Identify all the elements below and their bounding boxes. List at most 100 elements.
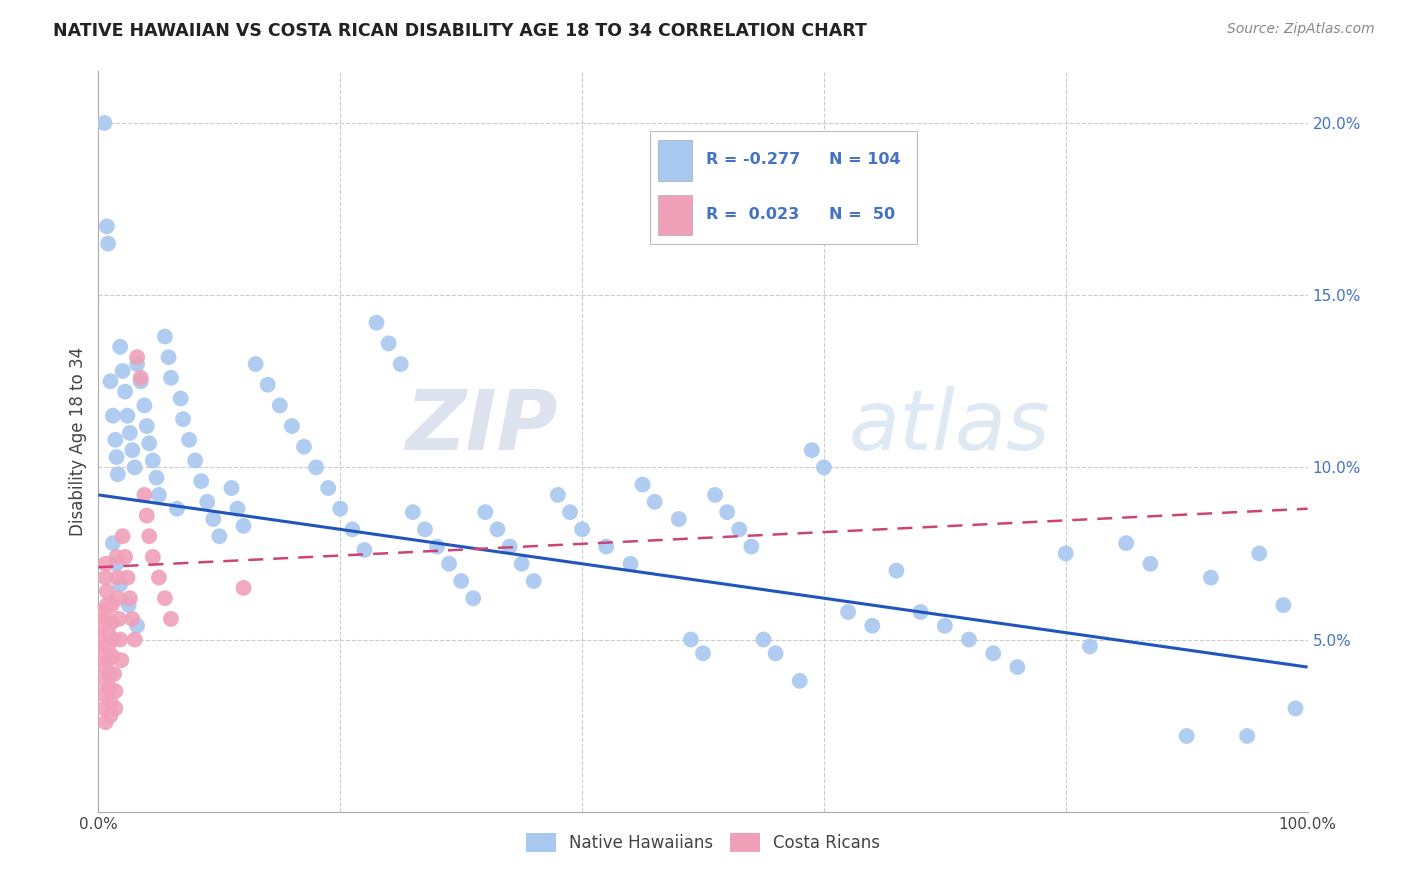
Native Hawaiians [226,501,249,516]
Native Hawaiians [668,512,690,526]
Text: ZIP: ZIP [405,386,558,467]
Costa Ricans [138,529,160,543]
Native Hawaiians [108,577,131,591]
Costa Ricans [103,667,125,681]
Costa Ricans [153,591,176,606]
Text: Source: ZipAtlas.com: Source: ZipAtlas.com [1227,22,1375,37]
Native Hawaiians [437,557,460,571]
Costa Ricans [104,684,127,698]
Native Hawaiians [837,605,859,619]
Native Hawaiians [402,505,425,519]
Costa Ricans [97,625,120,640]
Costa Ricans [124,632,146,647]
Native Hawaiians [692,646,714,660]
Costa Ricans [91,646,114,660]
Native Hawaiians [169,392,191,406]
Native Hawaiians [413,522,436,536]
Native Hawaiians [886,564,908,578]
Native Hawaiians [153,329,176,343]
Native Hawaiians [232,519,254,533]
Native Hawaiians [329,501,352,516]
Native Hawaiians [111,364,134,378]
Native Hawaiians [118,425,141,440]
Native Hawaiians [813,460,835,475]
Costa Ricans [101,649,124,664]
Native Hawaiians [117,409,139,423]
Native Hawaiians [1007,660,1029,674]
Native Hawaiians [124,460,146,475]
Native Hawaiians [353,543,375,558]
Native Hawaiians [101,536,124,550]
Native Hawaiians [547,488,569,502]
Native Hawaiians [118,598,141,612]
Text: R =  0.023: R = 0.023 [706,207,799,222]
Native Hawaiians [292,440,315,454]
Costa Ricans [121,612,143,626]
Native Hawaiians [498,540,520,554]
Costa Ricans [114,549,136,564]
Native Hawaiians [426,540,449,554]
Costa Ricans [100,598,122,612]
Native Hawaiians [366,316,388,330]
Native Hawaiians [716,505,738,519]
Native Hawaiians [107,467,129,482]
Native Hawaiians [221,481,243,495]
Costa Ricans [97,640,120,654]
Costa Ricans [135,508,157,523]
Text: N =  50: N = 50 [828,207,894,222]
Native Hawaiians [316,481,339,495]
Costa Ricans [101,632,124,647]
Text: atlas: atlas [848,386,1050,467]
Native Hawaiians [121,443,143,458]
Costa Ricans [118,591,141,606]
Native Hawaiians [96,219,118,234]
Costa Ricans [96,598,118,612]
Costa Ricans [232,581,254,595]
Native Hawaiians [389,357,412,371]
Native Hawaiians [486,522,509,536]
Native Hawaiians [127,357,149,371]
Native Hawaiians [571,522,593,536]
Native Hawaiians [105,450,128,464]
Native Hawaiians [740,540,762,554]
Native Hawaiians [245,357,267,371]
Native Hawaiians [789,673,811,688]
Native Hawaiians [190,474,212,488]
Native Hawaiians [957,632,980,647]
Native Hawaiians [305,460,328,475]
Native Hawaiians [523,574,546,588]
Native Hawaiians [377,336,399,351]
Native Hawaiians [679,632,702,647]
Native Hawaiians [510,557,533,571]
Costa Ricans [97,653,120,667]
Native Hawaiians [463,591,485,606]
Native Hawaiians [269,398,291,412]
Native Hawaiians [281,419,304,434]
Costa Ricans [105,549,128,564]
Native Hawaiians [166,501,188,516]
Native Hawaiians [127,619,149,633]
Native Hawaiians [202,512,225,526]
Native Hawaiians [619,557,641,571]
Native Hawaiians [1249,546,1271,560]
Native Hawaiians [105,557,128,571]
Native Hawaiians [256,377,278,392]
Costa Ricans [100,615,122,630]
Costa Ricans [96,612,118,626]
Costa Ricans [91,660,114,674]
Costa Ricans [108,632,131,647]
Native Hawaiians [644,495,666,509]
Costa Ricans [117,570,139,584]
Costa Ricans [94,570,117,584]
Costa Ricans [110,653,132,667]
Native Hawaiians [1199,570,1222,584]
Costa Ricans [107,570,129,584]
Native Hawaiians [108,340,131,354]
Costa Ricans [91,619,114,633]
Native Hawaiians [138,436,160,450]
Native Hawaiians [1139,557,1161,571]
Native Hawaiians [172,412,194,426]
Native Hawaiians [1236,729,1258,743]
Costa Ricans [100,708,122,723]
Native Hawaiians [910,605,932,619]
